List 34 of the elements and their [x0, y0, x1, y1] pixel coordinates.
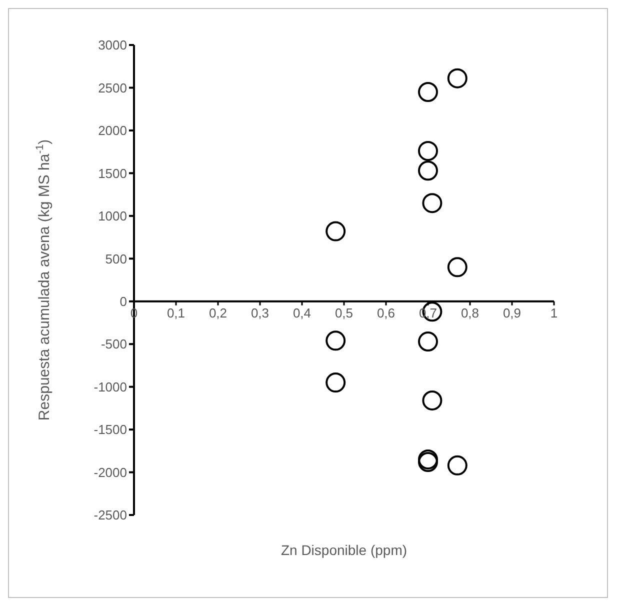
x-tick-label: 0,3 — [250, 305, 270, 320]
x-tick-label: 0,4 — [292, 305, 312, 320]
point — [447, 68, 468, 88]
y-tick-label: 1000 — [98, 208, 127, 224]
x-tick-label: 0,2 — [208, 305, 228, 320]
y-tick-label: 2500 — [98, 80, 127, 96]
point — [418, 82, 438, 102]
y-tick-label: 1500 — [98, 166, 127, 181]
point — [422, 390, 442, 410]
x-tick-label: 0,9 — [502, 305, 522, 320]
x-tick-label: 0,1 — [166, 305, 186, 320]
y-tick-label: -2000 — [94, 464, 127, 480]
y-tick-label: 500 — [105, 251, 127, 266]
y-tick-label: -1000 — [94, 379, 127, 394]
point — [447, 455, 468, 476]
y-tick-label: -500 — [100, 336, 127, 352]
point — [418, 160, 438, 181]
x-tick-label: 0,5 — [334, 305, 354, 320]
point — [418, 332, 438, 352]
point — [326, 372, 346, 393]
point — [422, 193, 442, 214]
y-tick-label: -2500 — [94, 508, 127, 523]
y-tick-label: -1500 — [94, 422, 127, 438]
point — [326, 330, 346, 351]
point — [326, 221, 346, 242]
x-tick-label: 0,8 — [460, 305, 480, 320]
point — [418, 140, 438, 161]
point — [447, 257, 468, 278]
x-tick-label: 1 — [550, 305, 558, 320]
x-tick-label: 0,6 — [376, 305, 396, 320]
y-tick-label: 3000 — [98, 38, 127, 53]
y-tick-label: 0 — [120, 294, 127, 309]
y-tick-label: 2000 — [98, 123, 127, 138]
x-axis-title: Zn Disponible (ppm) — [280, 542, 408, 558]
